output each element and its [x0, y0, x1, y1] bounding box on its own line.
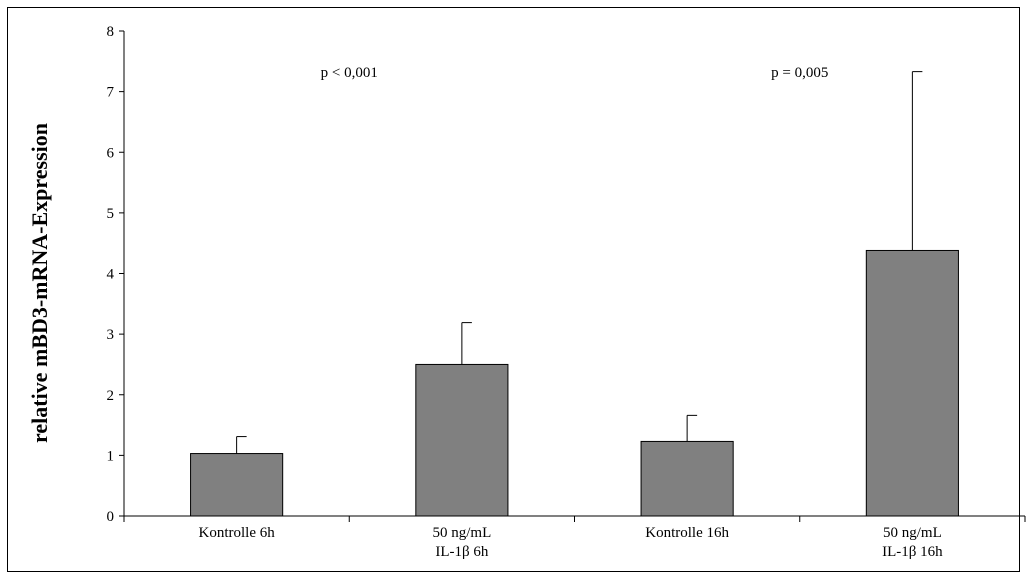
y-tick-label: 2 — [107, 388, 115, 404]
y-tick-label: 6 — [107, 145, 115, 161]
y-tick-label: 8 — [107, 24, 115, 40]
y-tick-label: 0 — [107, 509, 115, 525]
p-value-annotation: p < 0,001 — [321, 65, 378, 81]
y-tick-label: 5 — [107, 206, 115, 222]
y-tick-label: 1 — [107, 448, 115, 464]
x-category-label: 50 ng/mL — [883, 525, 942, 541]
y-tick-label: 7 — [107, 85, 115, 101]
annotations: p < 0,001 p = 0,005 — [321, 65, 829, 81]
chart-frame — [7, 7, 1020, 572]
y-axis-label: relative mBD3-mRNA-Expression — [27, 123, 52, 443]
x-category-label: IL-1β 6h — [435, 544, 489, 560]
bar — [190, 453, 284, 517]
p-value-annotation: p = 0,005 — [771, 65, 828, 81]
x-category-label: 50 ng/mL — [433, 525, 492, 541]
y-tick-label: 3 — [107, 327, 115, 343]
bar — [415, 363, 509, 517]
y-axis: 0 1 2 3 4 5 6 7 8 — [107, 24, 125, 525]
bar — [865, 249, 959, 517]
x-axis: Kontrolle 6h 50 ng/mL IL-1β 6h Kontrolle 16… — [123, 515, 1026, 560]
bars — [190, 249, 959, 517]
x-category-label: IL-1β 16h — [882, 544, 943, 560]
y-tick-label: 4 — [107, 267, 115, 283]
bar — [640, 440, 734, 517]
x-category-label: Kontrolle 6h — [199, 525, 276, 541]
x-category-label: Kontrolle 16h — [645, 525, 729, 541]
error-bars — [236, 71, 923, 454]
